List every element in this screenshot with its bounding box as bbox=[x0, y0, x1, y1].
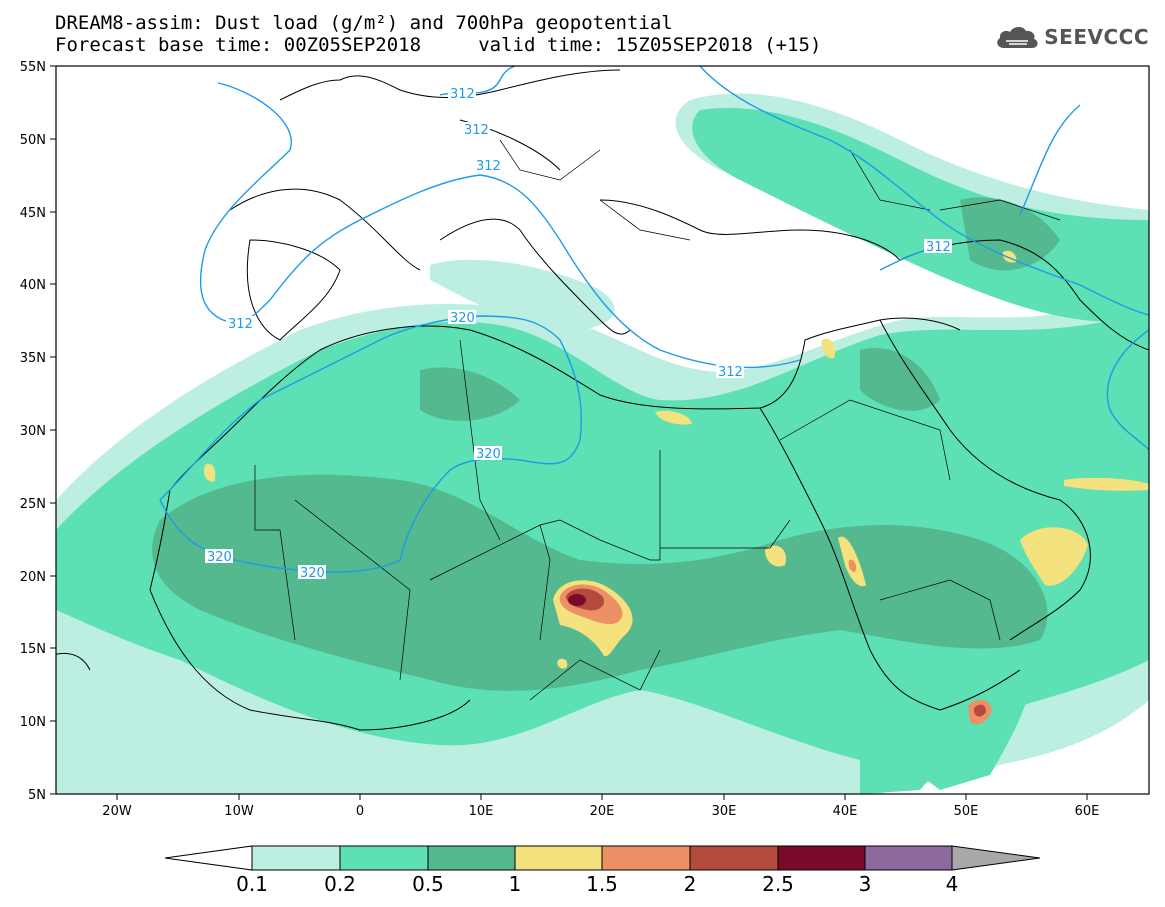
colorbar bbox=[164, 845, 1041, 871]
lon-tick-label: 10W bbox=[224, 804, 254, 819]
lat-tick-label: 40N bbox=[20, 278, 46, 293]
colorbar-swatch bbox=[514, 845, 603, 871]
lon-tick-label: 20E bbox=[590, 804, 615, 819]
contour-label: 320 bbox=[207, 550, 232, 565]
colorbar-swatch bbox=[777, 845, 866, 871]
seevccc-logo: SEEVCCC bbox=[994, 24, 1149, 50]
dust-level-0-5 bbox=[152, 197, 1060, 691]
lat-tick-label: 30N bbox=[20, 424, 46, 439]
lon-tick-label: 20W bbox=[102, 804, 132, 819]
colorbar-swatch bbox=[864, 845, 953, 871]
colorbar-swatch bbox=[689, 845, 779, 871]
contour-label: 312 bbox=[450, 87, 475, 102]
map-title: DREAM8-assim: Dust load (g/m²) and 700hP… bbox=[55, 12, 673, 34]
contour-label: 320 bbox=[300, 566, 325, 581]
coastlines bbox=[56, 69, 1149, 731]
colorbar-label: 1.5 bbox=[586, 872, 618, 896]
lon-tick-label: 10E bbox=[469, 804, 494, 819]
colorbar-label: 2 bbox=[683, 872, 697, 896]
logo-text: SEEVCCC bbox=[1044, 25, 1149, 49]
contour-label: 312 bbox=[926, 240, 951, 255]
contour-label: 312 bbox=[476, 159, 501, 174]
contour-label: 312 bbox=[228, 317, 253, 332]
cloud-icon bbox=[997, 26, 1038, 48]
colorbar-swatch bbox=[427, 845, 516, 871]
colorbar-high-arrow bbox=[951, 845, 1041, 871]
country-borders bbox=[254, 139, 1061, 701]
lat-tick-label: 25N bbox=[20, 497, 46, 512]
colorbar-label: 1 bbox=[508, 872, 522, 896]
lon-tick-labels: 20W 10W 0 10E 20E 30E 40E 50E 60E bbox=[102, 804, 1099, 819]
contour-label: 312 bbox=[718, 365, 743, 380]
lat-tick-label: 55N bbox=[20, 60, 46, 75]
dust-level-2-5 bbox=[568, 594, 586, 606]
lat-tick-label: 10N bbox=[20, 715, 46, 730]
colorbar-swatch bbox=[339, 845, 429, 871]
colorbar-label: 4 bbox=[945, 872, 959, 896]
map-subtitle: Forecast base time: 00Z05SEP2018 valid t… bbox=[55, 34, 822, 56]
contour-label: 312 bbox=[464, 123, 489, 138]
lon-tick-label: 0 bbox=[356, 804, 364, 819]
lat-tick-label: 5N bbox=[28, 788, 46, 803]
contour-labels: 312 312 312 312 312 312 320 320 320 320 bbox=[205, 86, 952, 581]
contour-label: 320 bbox=[450, 311, 475, 326]
lat-tick-label: 45N bbox=[20, 206, 46, 221]
lat-tick-label: 20N bbox=[20, 570, 46, 585]
colorbar-label: 0.1 bbox=[236, 872, 268, 896]
colorbar-low-arrow bbox=[164, 845, 253, 871]
colorbar-swatch bbox=[601, 845, 691, 871]
axis-ticks bbox=[50, 65, 1088, 800]
dust-level-0-2 bbox=[56, 108, 1149, 794]
colorbar-label: 2.5 bbox=[762, 872, 794, 896]
colorbar-swatch bbox=[251, 845, 341, 871]
colorbar-label: 0.2 bbox=[324, 872, 356, 896]
lat-tick-label: 35N bbox=[20, 351, 46, 366]
colorbar-label: 3 bbox=[858, 872, 872, 896]
contour-label: 320 bbox=[476, 447, 501, 462]
colorbar-label: 0.5 bbox=[412, 872, 444, 896]
lon-tick-label: 60E bbox=[1075, 804, 1100, 819]
lon-tick-label: 30E bbox=[712, 804, 737, 819]
lat-tick-label: 15N bbox=[20, 642, 46, 657]
lon-tick-label: 50E bbox=[954, 804, 979, 819]
lat-tick-label: 50N bbox=[20, 133, 46, 148]
lat-tick-labels: 55N 50N 45N 40N 35N 30N 25N 20N 15N 10N … bbox=[20, 60, 46, 803]
lon-tick-label: 40E bbox=[833, 804, 858, 819]
